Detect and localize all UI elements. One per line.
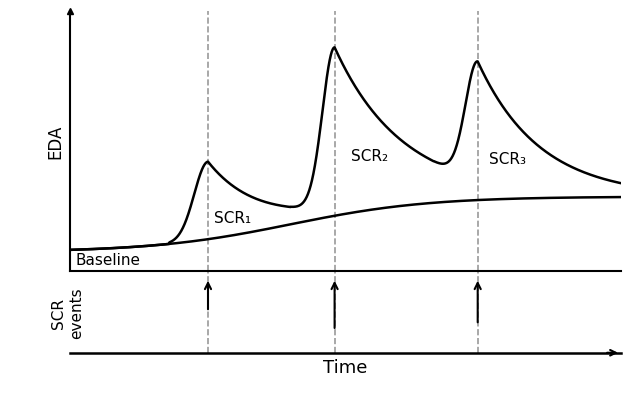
Text: SCR₂: SCR₂ — [351, 149, 388, 164]
Text: SCR₃: SCR₃ — [489, 152, 525, 167]
Y-axis label: SCR
events: SCR events — [51, 287, 84, 338]
Y-axis label: EDA: EDA — [47, 125, 65, 159]
Text: SCR₁: SCR₁ — [214, 210, 251, 225]
X-axis label: Time: Time — [323, 358, 368, 377]
Text: Baseline: Baseline — [76, 253, 141, 268]
